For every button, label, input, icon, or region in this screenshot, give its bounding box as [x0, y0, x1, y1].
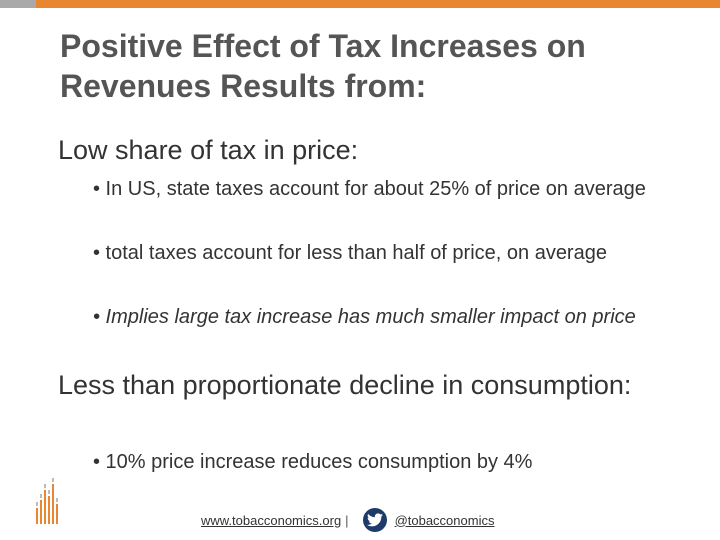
slide-title: Positive Effect of Tax Increases on Reve…: [60, 28, 586, 104]
top-accent-bar-gray: [0, 0, 36, 8]
bullet-total-taxes: • total taxes account for less than half…: [93, 242, 607, 264]
footer: www.tobacconomics.org | @tobacconomics: [201, 508, 494, 532]
twitter-handle-link[interactable]: @tobacconomics: [394, 512, 495, 528]
section-heading-tax-share: Low share of tax in price:: [58, 135, 359, 165]
top-accent-bar-orange: [36, 0, 720, 8]
twitter-icon: [362, 508, 387, 532]
bullet-price-increase: • 10% price increase reduces consumption…: [93, 451, 533, 473]
section-heading-consumption: Less than proportionate decline in consu…: [58, 370, 632, 400]
footer-separator: |: [345, 512, 349, 528]
website-link[interactable]: www.tobacconomics.org: [201, 512, 342, 528]
bullet-implication: • Implies large tax increase has much sm…: [93, 306, 636, 328]
tobacconomics-logo-icon: [36, 478, 58, 524]
bullet-state-taxes: • In US, state taxes account for about 2…: [93, 178, 646, 200]
